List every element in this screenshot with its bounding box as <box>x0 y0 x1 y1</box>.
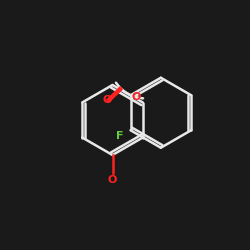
Text: O: O <box>108 175 117 185</box>
Text: F: F <box>116 132 124 141</box>
Text: O: O <box>132 92 141 102</box>
Text: O: O <box>103 95 112 105</box>
